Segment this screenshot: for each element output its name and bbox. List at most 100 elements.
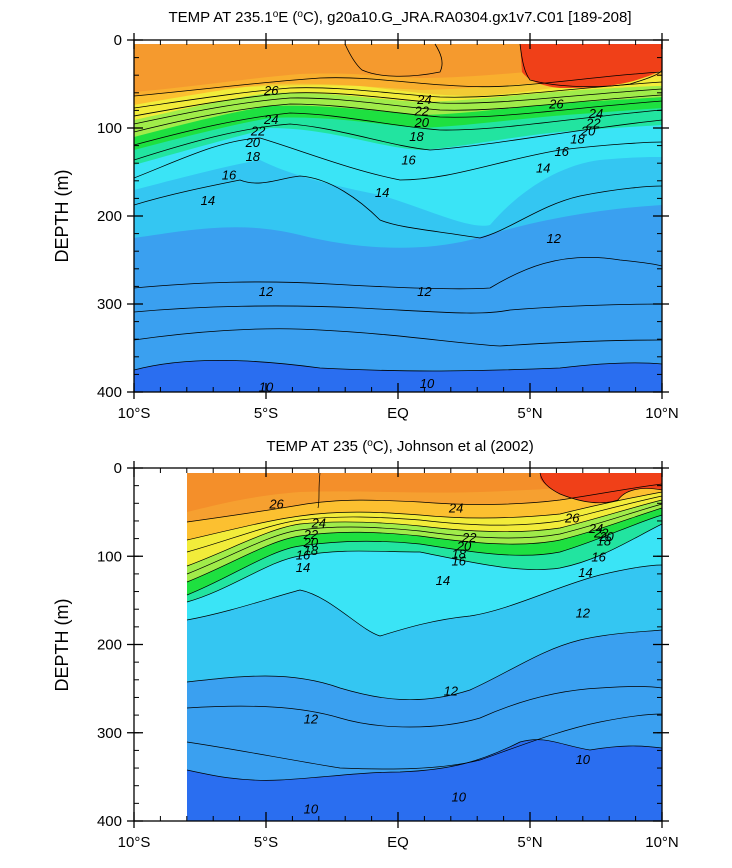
- contour-label-text: 14: [201, 193, 215, 208]
- contour-label: 16: [222, 168, 237, 183]
- contour-label-text: 14: [375, 185, 389, 200]
- contour-label-text: 24: [311, 516, 326, 531]
- contour-label-text: 20: [598, 529, 614, 544]
- contour-label-text: 24: [448, 501, 463, 516]
- x-tick-label: 10°N: [645, 405, 679, 422]
- contour-label: 22: [461, 530, 477, 545]
- contour-label-text: 24: [588, 521, 603, 536]
- contour-label: 12: [576, 606, 591, 621]
- contour-label: 26: [548, 96, 564, 111]
- contour-label: 14: [578, 565, 592, 580]
- contour-label: 18: [304, 543, 319, 558]
- contour-label: 20: [245, 135, 261, 150]
- contour-label-text: 22: [250, 124, 266, 139]
- contour-label: 16: [554, 144, 569, 159]
- chart-panel-observations: TEMP AT 235 (oC), Johnson et al (2002): [52, 438, 679, 851]
- contour-label-text: 26: [268, 496, 284, 511]
- contour-label-text: 22: [593, 525, 609, 540]
- x-tick-label: 5°S: [254, 405, 278, 422]
- contour-labels: 2624222018161424222018161426242220181614…: [201, 83, 604, 395]
- contour-label-text: 18: [304, 543, 319, 558]
- contour-label-text: 26: [564, 510, 580, 525]
- contour-label-text: 18: [597, 533, 612, 548]
- y-tick-label: 200: [97, 637, 122, 654]
- contour-label: 24: [448, 501, 463, 516]
- y-tick-label: 300: [97, 296, 122, 313]
- y-axis-label: DEPTH (m): [52, 599, 72, 692]
- contour-label: 14: [296, 560, 310, 575]
- contour-label-text: 16: [451, 554, 466, 569]
- x-tick-label: EQ: [387, 405, 409, 422]
- contour-label: 24: [588, 106, 603, 121]
- contour-label-text: 20: [245, 135, 261, 150]
- contour-label-text: 20: [456, 539, 472, 554]
- contour-label: 20: [456, 539, 472, 554]
- contour-label-text: 16: [296, 547, 311, 562]
- x-tick-label: EQ: [387, 834, 409, 851]
- contour-label-text: 24: [416, 92, 431, 107]
- contour-label-text: 14: [536, 161, 550, 176]
- contour-label-text: 26: [263, 83, 279, 98]
- contour-label: 14: [375, 185, 389, 200]
- contour-label-text: 22: [414, 103, 430, 118]
- contour-labels: 2624222018161414242220181626242220181614…: [268, 496, 614, 816]
- contour-label: 24: [416, 92, 431, 107]
- contour-label: 14: [201, 193, 215, 208]
- contour-label: 18: [409, 129, 424, 144]
- contour-label: 10: [259, 380, 274, 395]
- contour-label-text: 16: [401, 153, 416, 168]
- contour-label: 26: [564, 510, 580, 525]
- contour-label: 22: [414, 103, 430, 118]
- contour-label: 24: [588, 521, 603, 536]
- contour-label-text: 10: [451, 789, 466, 804]
- contour-label-text: 12: [547, 231, 562, 246]
- contour-label: 10: [420, 376, 435, 391]
- contour-label: 12: [259, 284, 274, 299]
- contour-label: 12: [304, 712, 319, 727]
- contour-fill: [186, 472, 662, 821]
- contour-label-text: 10: [576, 752, 591, 767]
- y-tick-label: 0: [114, 460, 122, 477]
- x-tick-label: 5°N: [517, 405, 542, 422]
- contour-label: 18: [246, 149, 261, 164]
- contour-label: 22: [593, 525, 609, 540]
- contour-label-text: 22: [585, 116, 601, 131]
- contour-label-text: 24: [263, 112, 278, 127]
- contour-label: 16: [451, 554, 466, 569]
- contour-label: 22: [585, 116, 601, 131]
- contour-label-text: 12: [259, 284, 274, 299]
- contour-label: 14: [536, 161, 550, 176]
- contour-label: 10: [576, 752, 591, 767]
- x-tick-label: 10°N: [645, 834, 679, 851]
- contour-label-text: 18: [451, 547, 466, 562]
- contour-label: 10: [304, 802, 319, 817]
- contour-label-text: 16: [554, 144, 569, 159]
- axes: 0 100 200 300 400 10°S 5°S EQ 5°N 10°N: [97, 460, 679, 851]
- contour-label-text: 20: [414, 115, 430, 130]
- y-tick-label: 300: [97, 725, 122, 742]
- contour-label-text: 12: [444, 683, 459, 698]
- contour-fill: [134, 40, 662, 392]
- contour-label: 14: [436, 573, 450, 588]
- contour-label: 12: [547, 231, 562, 246]
- contour-label-text: 22: [303, 527, 319, 542]
- chart-panel-model: TEMP AT 235.1oE (oC), g20a10.G_JRA.RA030…: [52, 9, 679, 422]
- contour-label: 12: [417, 284, 432, 299]
- contour-label: 26: [268, 496, 284, 511]
- contour-label-text: 24: [588, 106, 603, 121]
- y-tick-label: 100: [97, 120, 122, 137]
- contour-label: 18: [451, 547, 466, 562]
- contour-label-text: 10: [420, 376, 435, 391]
- contour-label-text: 20: [580, 124, 596, 139]
- contour-label: 12: [444, 683, 459, 698]
- contour-label-text: 14: [436, 573, 450, 588]
- contour-label-text: 18: [246, 149, 261, 164]
- x-tick-label: 10°S: [118, 405, 151, 422]
- y-tick-label: 0: [114, 32, 122, 49]
- y-tick-label: 200: [97, 208, 122, 225]
- chart-title: TEMP AT 235 (oC), Johnson et al (2002): [266, 438, 533, 455]
- contour-label-text: 18: [570, 132, 585, 147]
- x-tick-label: 5°S: [254, 834, 278, 851]
- contour-label: 20: [303, 535, 319, 550]
